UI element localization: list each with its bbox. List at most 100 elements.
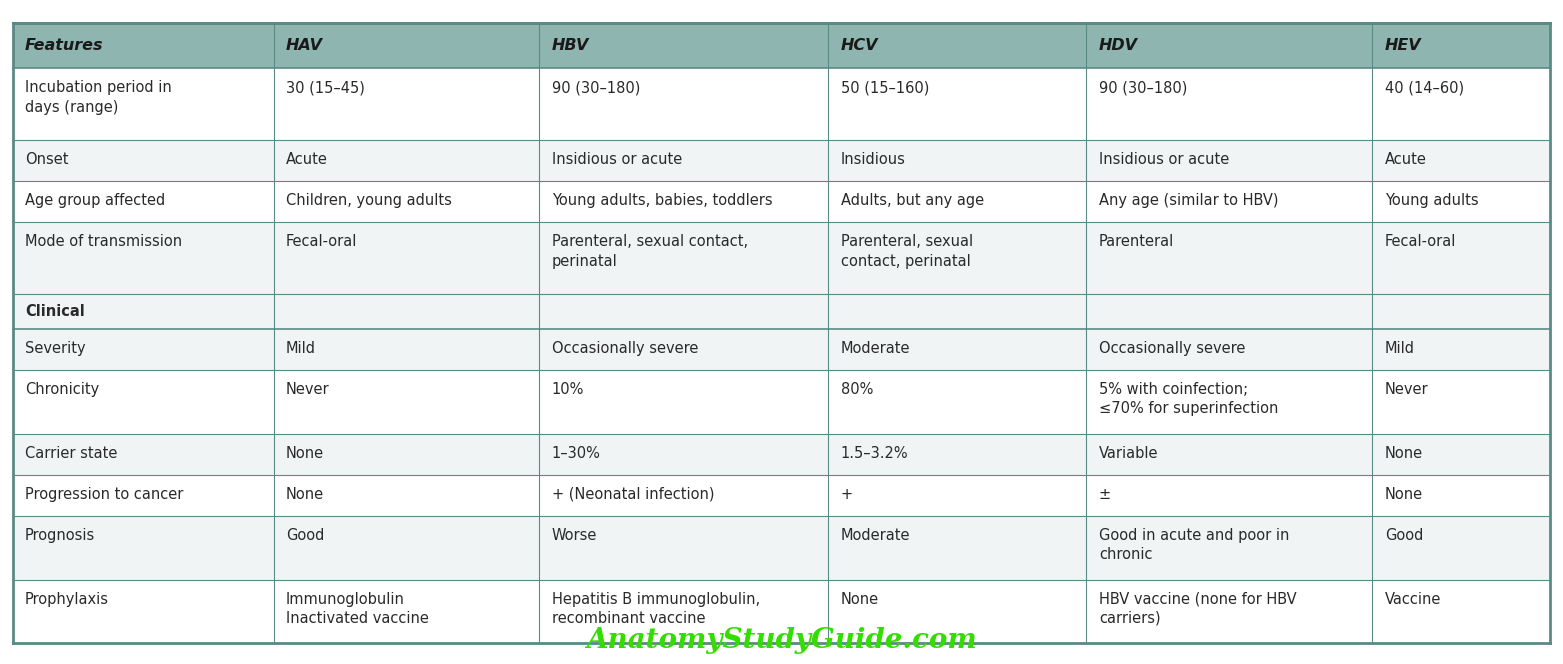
- Text: Fecal-oral: Fecal-oral: [286, 234, 358, 250]
- Bar: [828, 370, 1086, 434]
- Text: Prophylaxis: Prophylaxis: [25, 592, 109, 607]
- Bar: [539, 516, 828, 580]
- Bar: [828, 140, 1086, 181]
- Bar: [539, 140, 828, 181]
- Text: Acute: Acute: [1385, 152, 1427, 167]
- Text: AnatomyStudyGuide.com: AnatomyStudyGuide.com: [586, 627, 977, 654]
- Text: None: None: [1385, 446, 1422, 461]
- Bar: [13, 68, 274, 140]
- Text: Occasionally severe: Occasionally severe: [1099, 341, 1246, 356]
- Text: 80%: 80%: [841, 382, 874, 397]
- Bar: [274, 475, 539, 516]
- Bar: [1086, 475, 1372, 516]
- Text: Chronicity: Chronicity: [25, 382, 100, 397]
- Bar: [13, 140, 274, 181]
- Text: Mild: Mild: [1385, 341, 1415, 356]
- Text: Onset: Onset: [25, 152, 69, 167]
- Text: Acute: Acute: [286, 152, 328, 167]
- Text: None: None: [286, 446, 324, 461]
- Text: Good: Good: [1385, 528, 1424, 543]
- Bar: [1372, 68, 1550, 140]
- Bar: [1372, 516, 1550, 580]
- Bar: [1086, 181, 1372, 222]
- Bar: [1086, 580, 1372, 643]
- Text: Adults, but any age: Adults, but any age: [841, 193, 985, 208]
- Bar: [828, 68, 1086, 140]
- Text: 30 (15–45): 30 (15–45): [286, 80, 364, 96]
- Bar: [1086, 68, 1372, 140]
- Text: Mode of transmission: Mode of transmission: [25, 234, 183, 250]
- Bar: [828, 580, 1086, 643]
- Text: HAV: HAV: [286, 39, 324, 53]
- Bar: [539, 181, 828, 222]
- Bar: [274, 181, 539, 222]
- Text: None: None: [1385, 487, 1422, 502]
- Bar: [539, 23, 828, 68]
- Text: Occasionally severe: Occasionally severe: [552, 341, 699, 356]
- Bar: [1086, 516, 1372, 580]
- Bar: [539, 580, 828, 643]
- Text: Prognosis: Prognosis: [25, 528, 95, 543]
- Bar: [1372, 580, 1550, 643]
- Bar: [1086, 23, 1372, 68]
- Bar: [1372, 434, 1550, 475]
- Bar: [828, 475, 1086, 516]
- Bar: [1372, 475, 1550, 516]
- Bar: [274, 580, 539, 643]
- Bar: [13, 23, 274, 68]
- Bar: [539, 222, 828, 294]
- Text: Parenteral, sexual contact,
perinatal: Parenteral, sexual contact, perinatal: [552, 234, 747, 269]
- Bar: [1372, 370, 1550, 434]
- Text: Moderate: Moderate: [841, 528, 910, 543]
- Bar: [274, 68, 539, 140]
- Text: Clinical: Clinical: [25, 304, 84, 319]
- Text: 1–30%: 1–30%: [552, 446, 600, 461]
- Bar: [13, 475, 274, 516]
- Text: Progression to cancer: Progression to cancer: [25, 487, 183, 502]
- Text: Young adults: Young adults: [1385, 193, 1479, 208]
- Bar: [1372, 329, 1550, 370]
- Bar: [274, 329, 539, 370]
- Text: 5% with coinfection;
≤70% for superinfection: 5% with coinfection; ≤70% for superinfec…: [1099, 382, 1279, 416]
- Bar: [828, 23, 1086, 68]
- Text: 10%: 10%: [552, 382, 585, 397]
- Bar: [13, 516, 274, 580]
- Text: 1.5–3.2%: 1.5–3.2%: [841, 446, 908, 461]
- Text: Features: Features: [25, 39, 103, 53]
- Text: Parenteral: Parenteral: [1099, 234, 1174, 250]
- Text: HBV: HBV: [552, 39, 589, 53]
- Text: +: +: [841, 487, 853, 502]
- Text: Moderate: Moderate: [841, 341, 910, 356]
- Bar: [274, 370, 539, 434]
- Bar: [274, 23, 539, 68]
- Bar: [13, 434, 274, 475]
- Bar: [13, 181, 274, 222]
- Text: Variable: Variable: [1099, 446, 1158, 461]
- Bar: [274, 294, 539, 329]
- Bar: [1086, 370, 1372, 434]
- Text: None: None: [841, 592, 878, 607]
- Bar: [1086, 140, 1372, 181]
- Text: Vaccine: Vaccine: [1385, 592, 1441, 607]
- Text: Children, young adults: Children, young adults: [286, 193, 452, 208]
- Bar: [539, 475, 828, 516]
- Text: Mild: Mild: [286, 341, 316, 356]
- Bar: [13, 222, 274, 294]
- Bar: [13, 580, 274, 643]
- Bar: [13, 329, 274, 370]
- Text: HDV: HDV: [1099, 39, 1138, 53]
- Text: Young adults, babies, toddlers: Young adults, babies, toddlers: [552, 193, 772, 208]
- Bar: [539, 329, 828, 370]
- Bar: [828, 222, 1086, 294]
- Bar: [828, 329, 1086, 370]
- Bar: [1372, 181, 1550, 222]
- Bar: [539, 294, 828, 329]
- Text: Carrier state: Carrier state: [25, 446, 117, 461]
- Text: 50 (15–160): 50 (15–160): [841, 80, 930, 96]
- Bar: [828, 181, 1086, 222]
- Text: Insidious: Insidious: [841, 152, 907, 167]
- Text: 90 (30–180): 90 (30–180): [1099, 80, 1188, 96]
- Bar: [1372, 294, 1550, 329]
- Text: HBV vaccine (none for HBV
carriers): HBV vaccine (none for HBV carriers): [1099, 592, 1296, 626]
- Bar: [13, 294, 274, 329]
